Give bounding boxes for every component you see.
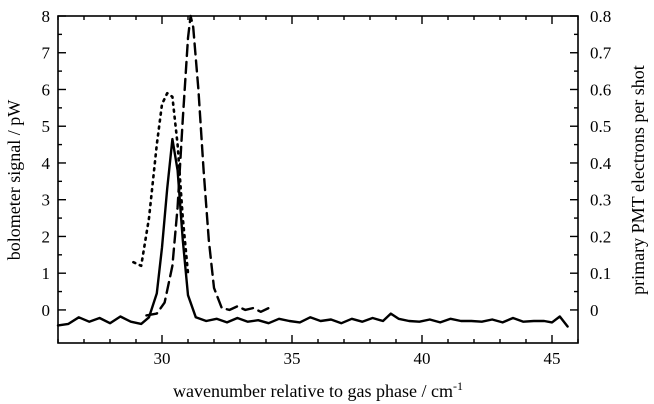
y-right-tick-label: 0.6 (590, 80, 611, 99)
x-axis-title-text: wavenumber relative to gas phase / cm (173, 381, 453, 401)
y-left-tick-label: 5 (42, 117, 51, 136)
y-left-tick-label: 3 (42, 191, 51, 210)
x-tick-label: 40 (414, 349, 431, 368)
y-right-tick-label: 0.7 (590, 44, 612, 63)
x-tick-label: 30 (154, 349, 171, 368)
x-tick-label: 35 (284, 349, 301, 368)
y-right-tick-label: 0.1 (590, 264, 611, 283)
y-right-tick-label: 0.3 (590, 191, 611, 210)
y-left-tick-label: 8 (42, 7, 51, 26)
y-right-tick-label: 0.4 (590, 154, 612, 173)
y-right-tick-label: 0.2 (590, 227, 611, 246)
series-line-dotted (132, 91, 190, 275)
series-line-solid (56, 137, 569, 328)
y-right-tick-label: 0.5 (590, 117, 611, 136)
y-left-tick-label: 2 (42, 227, 51, 246)
y-right-tick-label: 0.8 (590, 7, 611, 26)
plot-frame (57, 15, 579, 344)
y-left-tick-label: 1 (42, 264, 51, 283)
y-left-tick-label: 6 (42, 80, 51, 99)
y-right-tick-label: 0 (590, 301, 599, 320)
x-axis-title-superscript: -1 (453, 379, 463, 393)
y-left-tick-label: 7 (42, 44, 51, 63)
y-left-tick-label: 4 (42, 154, 51, 173)
y-axis-left-title: bolometer signal / pW (4, 100, 24, 260)
series-layer (56, 14, 569, 328)
tick-marks (57, 15, 579, 343)
x-tick-label: 45 (544, 349, 561, 368)
y-left-tick-label: 0 (42, 301, 51, 320)
y-axis-right-title: primary PMT electrons per shot (628, 65, 648, 295)
series-line-dashed (145, 14, 270, 317)
x-axis-title: wavenumber relative to gas phase / cm-1 (173, 379, 463, 401)
tick-labels: 30 35 40 4501234567800.10.20.30.40.50.60.70… (42, 7, 612, 368)
